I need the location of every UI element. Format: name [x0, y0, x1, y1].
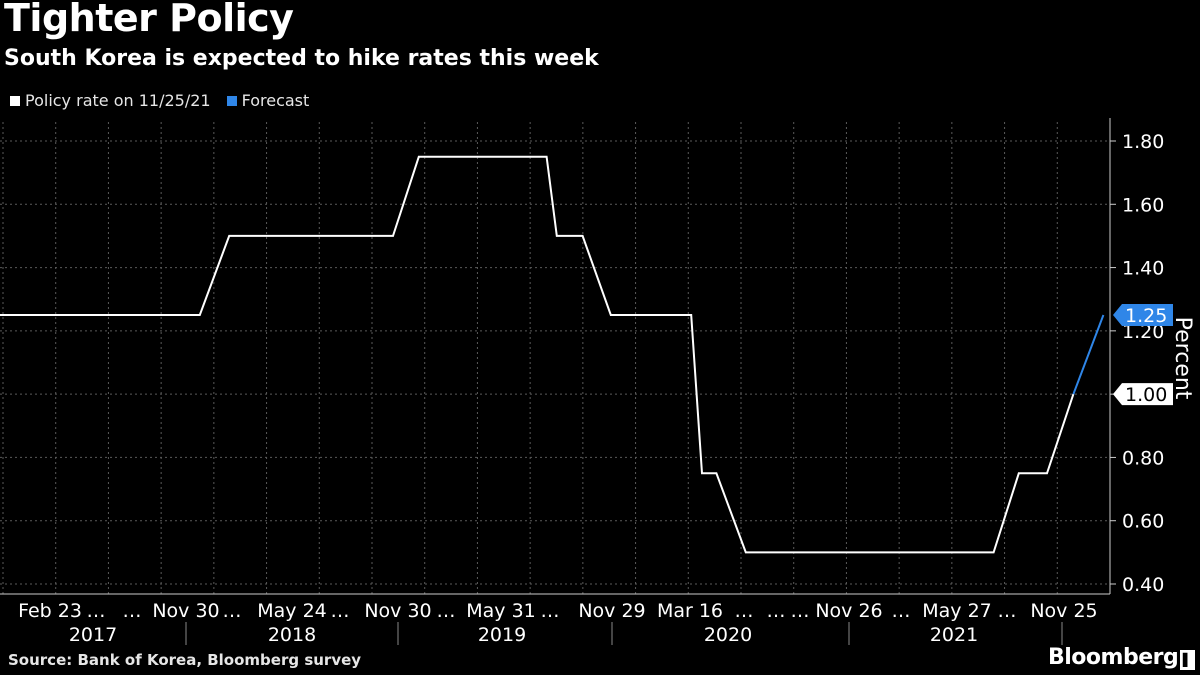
x-year-label: 2019: [478, 624, 526, 646]
y-tick-label: 1.80: [1122, 131, 1164, 153]
x-tick-label: …: [735, 600, 754, 622]
x-year-label: 2021: [930, 624, 978, 646]
value-label-box: [1113, 304, 1173, 327]
x-year-label: 2018: [268, 624, 316, 646]
policy-rate-line: [0, 155, 1075, 554]
y-axis: 0.40 0.60 0.80 1.00 1.20 1.40 1.60 1.80 Percent: [1109, 118, 1195, 596]
x-tick-label: …: [998, 600, 1017, 622]
x-tick-label: …: [892, 600, 911, 622]
x-tick-label: Nov 26: [815, 600, 882, 622]
y-tick-label: 1.20: [1122, 321, 1164, 343]
x-tick-label: …: [437, 600, 456, 622]
x-tick-label: …: [87, 600, 106, 622]
legend-item-policy-rate: Policy rate on 11/25/21: [10, 91, 211, 110]
x-tick-label: Nov 30: [152, 600, 219, 622]
x-tick-label: Nov 30: [364, 600, 431, 622]
legend: Policy rate on 11/25/21 Forecast: [10, 91, 309, 110]
legend-label-policy-rate: Policy rate on 11/25/21: [25, 91, 211, 110]
chart-title: Tighter Policy: [4, 0, 294, 40]
y-tick-label: 1.40: [1122, 258, 1164, 280]
x-axis: Feb 23…… Nov 30… May 24… Nov 30… May 31… Nov …: [0, 593, 1110, 646]
legend-item-forecast: Forecast: [226, 91, 310, 110]
value-label-box: [1113, 383, 1173, 406]
x-tick-label: May 31: [466, 600, 536, 622]
legend-swatch-policy-rate: [10, 95, 20, 106]
bloomberg-logo: Bloomberg: [1048, 645, 1179, 670]
value-label-text: 1.00: [1125, 384, 1167, 406]
legend-swatch-forecast: [226, 95, 237, 106]
x-tick-label: …: [791, 600, 810, 622]
x-tick-label: …: [541, 600, 560, 622]
x-year-label: 2017: [69, 624, 117, 646]
y-tick-label: 0.60: [1122, 511, 1164, 533]
y-tick-label: 0.40: [1122, 574, 1164, 596]
grid: [0, 122, 1111, 594]
bloomberg-badge-icon: ▌: [1180, 650, 1195, 670]
x-tick-label: …: [223, 600, 242, 622]
x-tick-label: May 27: [922, 600, 992, 622]
value-labels: 1.25 1.00: [1113, 304, 1173, 406]
x-tick-label: Feb 23: [18, 600, 82, 622]
x-year-label: 2020: [704, 624, 752, 646]
x-tick-label: Nov 25: [1030, 600, 1097, 622]
series-layer: [0, 155, 1105, 554]
y-axis-title: Percent: [1170, 317, 1195, 400]
x-tick-label: …: [331, 600, 350, 622]
x-tick-label: Nov 29: [578, 600, 645, 622]
y-tick-label: 0.80: [1122, 447, 1164, 469]
x-tick-label: …: [123, 600, 142, 622]
forecast-line: [1072, 314, 1105, 395]
chart-subtitle: South Korea is expected to hike rates th…: [4, 46, 599, 71]
x-tick-label: Mar 16: [657, 600, 723, 622]
x-tick-label: …: [767, 600, 786, 622]
y-tick-label: 1.60: [1122, 194, 1164, 216]
source-note: Source: Bank of Korea, Bloomberg survey: [8, 651, 362, 669]
x-tick-label: May 24: [257, 600, 327, 622]
legend-label-forecast: Forecast: [241, 91, 310, 110]
value-label-text: 1.25: [1125, 305, 1167, 327]
